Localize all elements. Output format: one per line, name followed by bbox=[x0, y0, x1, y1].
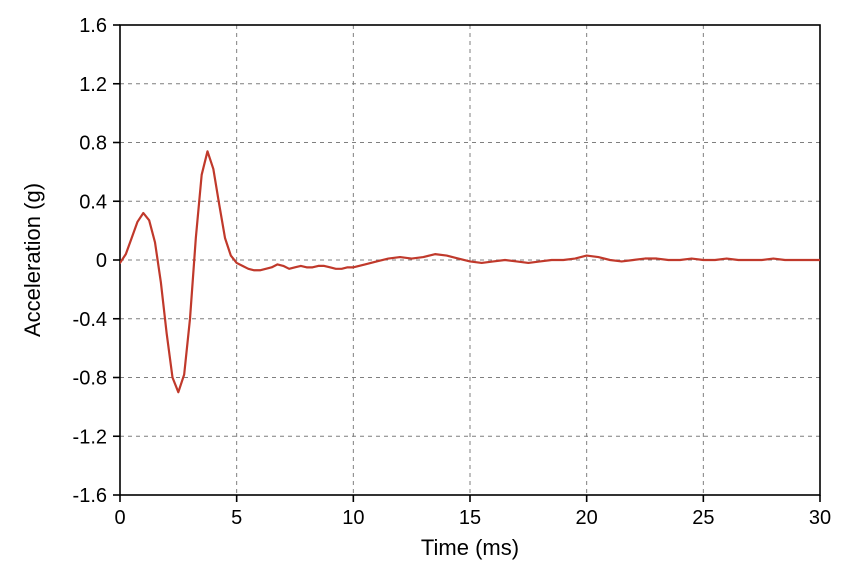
ytick-label: 0.4 bbox=[79, 191, 107, 213]
ytick-label: -0.4 bbox=[73, 309, 107, 331]
xtick-label: 10 bbox=[342, 507, 364, 529]
xtick-label: 25 bbox=[692, 507, 714, 529]
xtick-label: 30 bbox=[809, 507, 831, 529]
chart-bg bbox=[0, 0, 868, 580]
xtick-label: 0 bbox=[114, 507, 125, 529]
chart-container: 0 5 10 15 20 25 30 -1.6 -1.2 -0.8 -0.4 0 0.4 0.8 1.2 1.… bbox=[0, 0, 868, 580]
ytick-label: 1.6 bbox=[79, 15, 107, 37]
y-axis-label: Acceleration (g) bbox=[20, 183, 45, 337]
ytick-label: -1.2 bbox=[73, 426, 107, 448]
ytick-label: 0.8 bbox=[79, 133, 107, 155]
line-chart: 0 5 10 15 20 25 30 -1.6 -1.2 -0.8 -0.4 0 0.4 0.8 1.2 1.… bbox=[0, 0, 868, 580]
x-axis-label: Time (ms) bbox=[421, 535, 519, 560]
xtick-label: 15 bbox=[459, 507, 481, 529]
ytick-label: 1.2 bbox=[79, 74, 107, 96]
ytick-label: 0 bbox=[96, 250, 107, 272]
xtick-label: 20 bbox=[576, 507, 598, 529]
ytick-label: -0.8 bbox=[73, 368, 107, 390]
xtick-label: 5 bbox=[231, 507, 242, 529]
ytick-label: -1.6 bbox=[73, 485, 107, 507]
